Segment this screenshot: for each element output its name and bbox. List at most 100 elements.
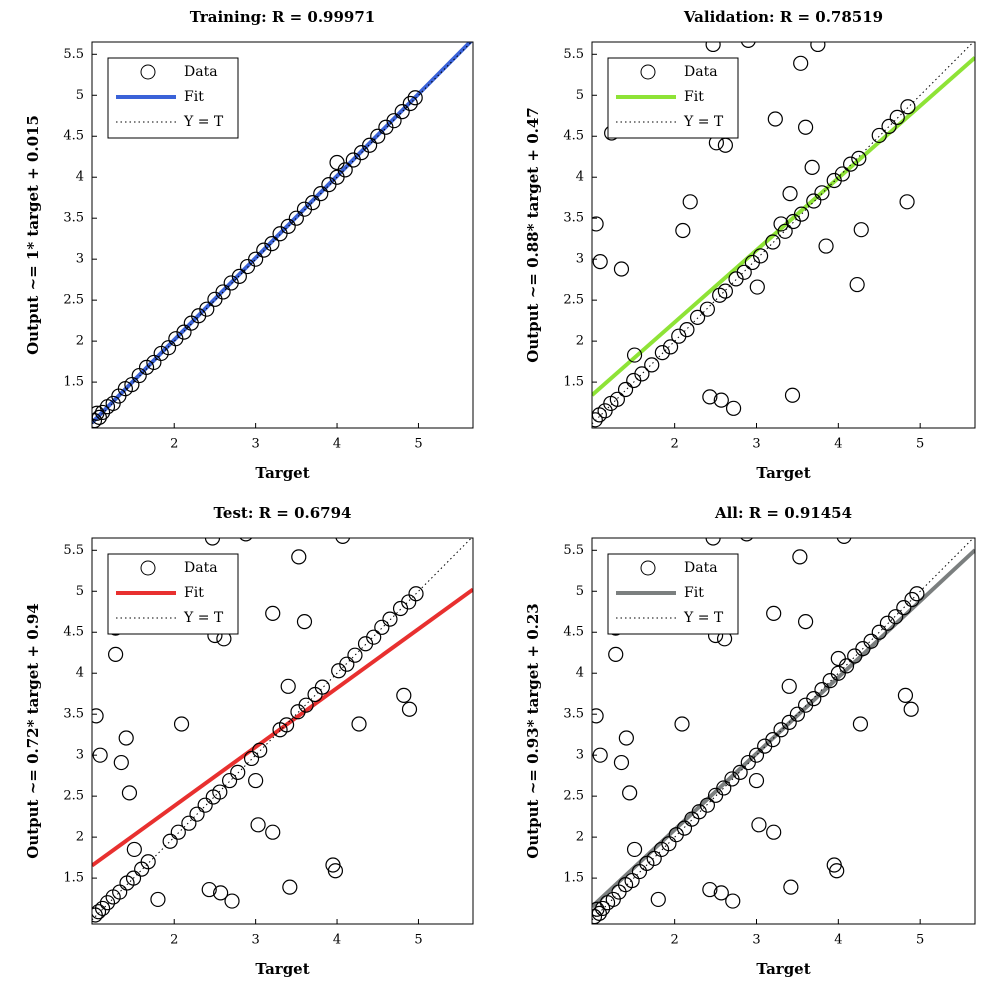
data-point	[675, 222, 691, 239]
identity-line	[92, 42, 473, 425]
data-point	[140, 854, 156, 870]
data-point	[784, 387, 801, 403]
data-point	[888, 609, 904, 625]
data-point	[661, 836, 677, 852]
chart-title: Validation: R = 0.78519	[683, 8, 883, 26]
data-point	[713, 885, 729, 901]
y-axis-label: Output ~= 0.93* target + 0.23	[524, 603, 542, 858]
data-point	[609, 391, 625, 407]
y-axis-label: Output ~= 0.88* target + 0.47	[524, 107, 542, 362]
data-point	[250, 817, 266, 833]
data-point	[740, 538, 754, 542]
data-point	[298, 697, 314, 713]
data-point	[626, 347, 643, 363]
data-point	[362, 137, 378, 153]
data-point	[162, 833, 178, 849]
y-tick-label: 3.5	[563, 707, 584, 722]
x-axis-label: Target	[756, 960, 810, 978]
data-point	[767, 111, 783, 127]
data-point	[782, 186, 798, 202]
data-point	[314, 679, 330, 695]
data-point	[592, 216, 604, 232]
legend-label: Data	[184, 560, 218, 576]
data-point	[394, 104, 410, 120]
y-tick-label: 5	[576, 88, 584, 103]
data-point	[366, 629, 382, 645]
data-point	[852, 716, 869, 732]
legend-marker	[140, 560, 156, 576]
data-point	[407, 90, 423, 106]
x-axis-label: Target	[255, 960, 309, 978]
y-axis-label: Output ~= 0.72* target + 0.94	[24, 603, 42, 858]
x-axis-label: Target	[756, 464, 810, 482]
y-tick-label: 2	[576, 830, 584, 845]
data-point	[280, 678, 296, 694]
data-point	[108, 646, 124, 662]
y-tick-label: 3	[76, 252, 84, 267]
legend-label: Fit	[684, 89, 704, 105]
legend-marker	[640, 64, 656, 80]
data-point	[740, 42, 756, 48]
data-point	[853, 222, 869, 238]
panel: All: R = 0.91454 Target Output ~= 0.93* ta…	[524, 504, 976, 978]
data-point	[231, 268, 247, 284]
data-point	[592, 412, 603, 428]
data-point	[230, 764, 246, 780]
legend-label: Y = T	[683, 114, 724, 130]
data-point	[199, 301, 215, 317]
data-point	[793, 55, 809, 71]
data-point	[351, 716, 367, 732]
data-point	[617, 381, 634, 398]
x-tick-label: 4	[333, 933, 341, 948]
data-point	[792, 549, 808, 565]
data-point	[904, 591, 920, 608]
data-point	[644, 357, 660, 373]
data-point	[765, 234, 781, 250]
x-tick-label: 4	[834, 437, 842, 452]
axes-box	[591, 537, 976, 925]
data-point	[702, 881, 718, 898]
data-point	[889, 109, 905, 125]
plot-content	[592, 538, 975, 924]
data-point	[370, 128, 386, 144]
data-point	[639, 855, 655, 871]
data-point	[689, 309, 706, 325]
x-tick-label: 3	[752, 437, 760, 452]
data-point	[654, 345, 670, 361]
y-tick-label: 1.5	[563, 375, 584, 390]
data-point	[401, 701, 418, 717]
data-point	[201, 881, 217, 898]
data-point	[386, 113, 402, 129]
data-point	[909, 586, 925, 602]
data-point	[699, 301, 715, 317]
y-tick-label: 4.5	[563, 129, 584, 144]
data-point	[777, 223, 793, 239]
data-point	[897, 687, 914, 703]
data-point	[204, 538, 221, 546]
y-tick-label: 5	[76, 584, 84, 599]
data-point	[595, 900, 611, 917]
data-point	[851, 150, 867, 166]
data-point	[265, 605, 281, 621]
data-point	[239, 538, 253, 542]
data-point	[752, 248, 769, 264]
legend: Data Fit Y = T	[607, 553, 739, 635]
y-tick-label: 3.5	[563, 211, 584, 226]
y-tick-label: 2	[76, 334, 84, 349]
y-tick-label: 4.5	[563, 625, 584, 640]
data-point	[736, 264, 752, 280]
data-point	[347, 647, 363, 663]
data-point	[339, 656, 355, 672]
y-tick-label: 4	[576, 666, 584, 681]
data-point	[725, 893, 741, 909]
data-point	[679, 322, 695, 338]
y-tick-label: 4	[76, 666, 84, 681]
chart-title: Test: R = 0.6794	[213, 504, 351, 522]
data-point	[313, 186, 329, 202]
data-point	[676, 820, 693, 836]
data-point	[94, 404, 111, 421]
data-point	[662, 339, 679, 355]
data-point	[382, 611, 398, 627]
panel: Test: R = 0.6794 Target Output ~= 0.72* ta…	[24, 504, 474, 978]
